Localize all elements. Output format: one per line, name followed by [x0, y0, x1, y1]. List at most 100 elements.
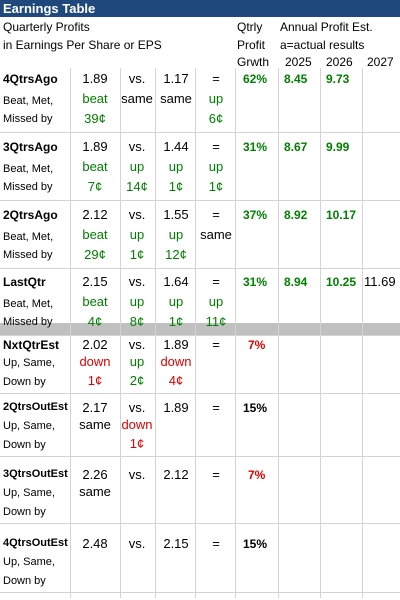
vs-label: vs.	[128, 536, 146, 551]
status-word: up	[168, 294, 184, 309]
growth-value: 7%	[248, 338, 266, 352]
eps-value: 2.48	[82, 536, 108, 551]
block-sub2: Missed by	[3, 316, 53, 328]
status-word: same	[79, 484, 111, 499]
delta-cents: 12¢	[165, 247, 187, 262]
block-name: 3QtrsAgo	[3, 140, 58, 154]
prev-value: 1.89	[163, 400, 189, 415]
estimate-sub2: Down by	[3, 376, 46, 388]
actual-header: a=actual results	[280, 38, 365, 52]
delta-cents: 1¢	[168, 179, 184, 194]
delta-cents: 1¢	[129, 436, 145, 451]
status-word: up	[129, 294, 145, 309]
column-gridline	[320, 68, 321, 598]
column-gridline	[195, 68, 196, 598]
annual-header: Annual Profit Est.	[280, 20, 373, 34]
estimate-sub1: Up, Same,	[3, 556, 55, 568]
block-sub1: Beat, Met,	[3, 95, 54, 107]
status-word: up	[129, 159, 145, 174]
vs-label: vs.	[128, 467, 146, 482]
equals-sign: =	[212, 536, 220, 551]
block-sub2: Missed by	[3, 113, 53, 125]
column-gridline	[278, 68, 279, 598]
prev-value: 1.89	[163, 337, 189, 352]
equals-sign: =	[212, 139, 220, 154]
status-word: up	[208, 91, 224, 106]
prev-value: 2.12	[163, 467, 189, 482]
eps-value: 2.15	[82, 274, 108, 289]
status-word: same	[160, 91, 192, 106]
estimate-name: 2QtrsOutEst	[3, 401, 68, 413]
qtrly-header-3: Grwth	[237, 55, 270, 69]
header-line1: Quarterly Profits	[3, 20, 90, 34]
block-sub1: Beat, Met,	[3, 298, 54, 310]
status-word: down	[121, 417, 153, 432]
vs-label: vs.	[128, 400, 146, 415]
delta-cents: 1¢	[87, 373, 103, 388]
status-word: down	[79, 354, 111, 369]
section-separator	[0, 323, 400, 336]
estimate-name: NxtQtrEst	[3, 338, 60, 352]
delta-cents: 7¢	[87, 179, 103, 194]
status-word: beat	[82, 294, 108, 309]
status-word: up	[168, 159, 184, 174]
delta-cents: 29¢	[84, 247, 106, 262]
qtrly-header-1: Qtrly	[237, 20, 263, 34]
eps-value: 2.12	[82, 207, 108, 222]
header-line2: in Earnings Per Share or EPS	[3, 38, 162, 52]
eps-value: 1.89	[82, 139, 108, 154]
status-word: up	[168, 227, 184, 242]
status-word: same	[79, 417, 111, 432]
block-sub2: Missed by	[3, 249, 53, 261]
estimate-sub2: Down by	[3, 575, 46, 587]
estimate-sub1: Up, Same,	[3, 420, 55, 432]
delta-cents: 4¢	[168, 373, 184, 388]
growth-value: 15%	[243, 401, 268, 415]
growth-value: 15%	[243, 537, 268, 551]
prev-value: 1.64	[163, 274, 189, 289]
status-word: down	[160, 354, 192, 369]
status-word: up	[129, 227, 145, 242]
status-word: up	[208, 159, 224, 174]
estimate-name: 3QtrsOutEst	[3, 468, 68, 480]
eps-value: 2.26	[82, 467, 108, 482]
estimate-sub2: Down by	[3, 506, 46, 518]
growth-value: 62%	[243, 72, 268, 86]
vs-label: vs.	[128, 337, 146, 352]
status-word: same	[200, 227, 232, 242]
estimate-2026: 10.25	[326, 275, 357, 289]
equals-sign: =	[212, 467, 220, 482]
delta-cents: 8¢	[129, 314, 145, 329]
title-bar	[0, 0, 400, 17]
growth-value: 31%	[243, 140, 268, 154]
eps-value: 2.02	[82, 337, 108, 352]
column-gridline	[362, 68, 363, 598]
delta-cents: 6¢	[208, 111, 224, 126]
delta-cents: 2¢	[129, 373, 145, 388]
row-divider	[0, 592, 400, 593]
status-word: up	[208, 294, 224, 309]
equals-sign: =	[212, 207, 220, 222]
table-title: Earnings Table	[3, 1, 96, 16]
row-divider	[0, 132, 400, 133]
row-divider	[0, 393, 400, 394]
delta-cents: 39¢	[84, 111, 106, 126]
estimate-name: 4QtrsOutEst	[3, 537, 68, 549]
eps-value: 1.89	[82, 71, 108, 86]
block-name: LastQtr	[3, 275, 46, 289]
status-word: same	[121, 91, 153, 106]
block-sub2: Missed by	[3, 181, 53, 193]
row-divider	[0, 523, 400, 524]
row-divider	[0, 200, 400, 201]
block-name: 4QtrsAgo	[3, 72, 58, 86]
estimate-2025: 8.45	[284, 72, 308, 86]
estimate-2026: 10.17	[326, 208, 357, 222]
growth-value: 31%	[243, 275, 268, 289]
delta-cents: 14¢	[126, 179, 148, 194]
equals-sign: =	[212, 400, 220, 415]
column-gridline	[235, 68, 236, 598]
equals-sign: =	[212, 274, 220, 289]
estimate-2025: 8.67	[284, 140, 308, 154]
estimate-2025: 8.94	[284, 275, 308, 289]
